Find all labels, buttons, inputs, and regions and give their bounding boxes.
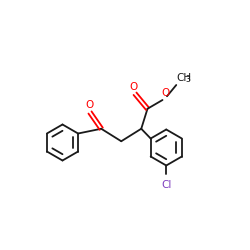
Text: CH: CH xyxy=(176,72,192,83)
Text: O: O xyxy=(86,100,94,110)
Text: O: O xyxy=(161,88,169,98)
Text: O: O xyxy=(130,82,138,92)
Text: 3: 3 xyxy=(186,75,191,84)
Text: Cl: Cl xyxy=(162,180,172,190)
